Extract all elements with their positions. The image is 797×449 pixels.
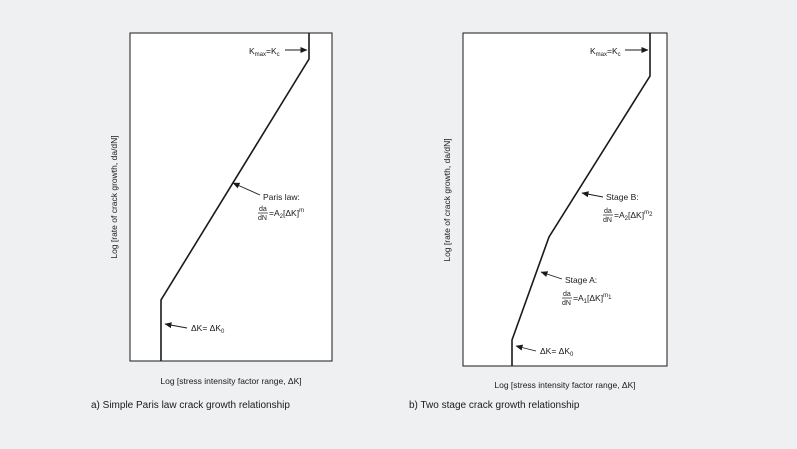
svg-text:=A1[ΔK]m1: =A1[ΔK]m1 <box>573 293 612 305</box>
panel-a-threshold-arrow <box>164 322 188 329</box>
panel-a-paris-arrow <box>232 182 261 196</box>
panel-b-y-axis-label: Log [rate of crack growth, da/dN] <box>442 138 452 261</box>
panel-b-stageb-equation: da dN =A2[ΔK]m2 <box>603 208 653 224</box>
panel-b: Kmax=Kc Stage B: da dN =A2[ΔK]m2 Stage A… <box>442 32 668 390</box>
panel-b-stageb-title: Stage B: <box>606 192 639 202</box>
panel-a: Kmax=Kc Paris law: da dN =A2[ΔK]m ΔK= ΔK… <box>109 32 333 386</box>
panel-b-kmax-label: Kmax=Kc <box>590 46 621 58</box>
svg-text:dN: dN <box>258 215 267 222</box>
svg-text:da: da <box>563 291 571 298</box>
svg-text:=A2[ΔK]m2: =A2[ΔK]m2 <box>614 210 653 222</box>
panel-b-stagea-equation: da dN =A1[ΔK]m1 <box>562 291 612 307</box>
panel-b-growth-curve <box>511 33 651 366</box>
panel-b-stagea-arrow <box>540 271 563 280</box>
panel-b-x-axis-label: Log [stress intensity factor range, ΔK] <box>494 380 635 390</box>
panel-a-x-axis-label: Log [stress intensity factor range, ΔK] <box>160 376 301 386</box>
panel-b-frame <box>462 32 668 367</box>
panel-b-caption: b) Two stage crack growth relationship <box>409 400 580 411</box>
panel-b-stagea-title: Stage A: <box>565 275 597 285</box>
panel-a-growth-curve <box>160 33 310 361</box>
panel-a-threshold-label: ΔK= ΔK0 <box>191 323 225 335</box>
svg-text:dN: dN <box>603 217 612 224</box>
panel-a-y-axis-label: Log [rate of crack growth, da/dN] <box>109 135 119 258</box>
panel-a-kmax-label: Kmax=Kc <box>249 46 280 58</box>
panel-b-threshold-label: ΔK= ΔK0 <box>540 346 574 358</box>
panel-a-caption: a) Simple Paris law crack growth relatio… <box>91 400 290 411</box>
svg-text:da: da <box>259 206 267 213</box>
panel-a-paris-equation: da dN =A2[ΔK]m <box>258 206 304 222</box>
panel-b-threshold-arrow <box>515 344 537 352</box>
svg-text:da: da <box>604 208 612 215</box>
panel-a-frame <box>129 32 333 362</box>
svg-text:=A2[ΔK]m: =A2[ΔK]m <box>269 208 304 220</box>
svg-text:dN: dN <box>562 300 571 307</box>
panel-b-stageb-arrow <box>581 191 604 198</box>
panel-a-paris-title: Paris law: <box>263 192 300 202</box>
